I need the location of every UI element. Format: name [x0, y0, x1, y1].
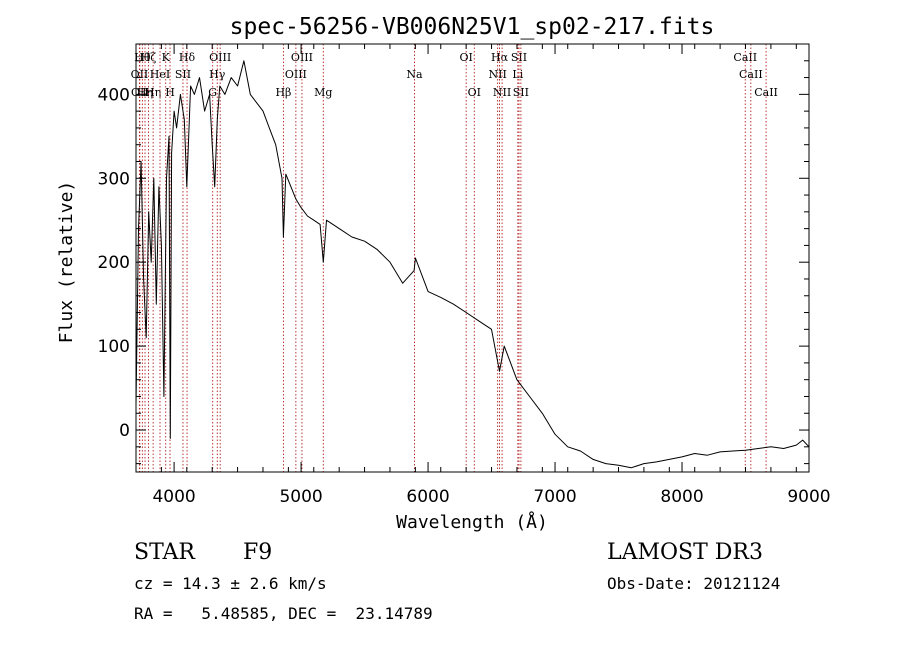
marker-label: SII — [513, 86, 529, 99]
chart-title: spec-56256-VB006N25V1_sp02-217.fits — [230, 14, 715, 40]
y-tick-label: 300 — [98, 169, 130, 189]
marker-label: OIII — [285, 68, 307, 81]
series-line-spectrum — [135, 60, 810, 469]
redshift-velocity: cz = 14.3 ± 2.6 km/s — [134, 574, 327, 593]
y-tick-label: 400 — [98, 85, 130, 105]
marker-label: OIII — [209, 51, 231, 64]
marker-label: CaII — [739, 68, 763, 81]
x-tick-label: 8000 — [660, 487, 703, 507]
spectrum-series — [135, 60, 810, 469]
marker-label: Na — [406, 68, 423, 81]
marker-label: OIII — [291, 51, 313, 64]
x-tick-label: 9000 — [787, 487, 830, 507]
y-tick-label: 0 — [119, 421, 130, 441]
y-axis-label: Flux (relative) — [56, 181, 77, 344]
marker-label: Hη — [137, 86, 153, 99]
x-tick-label: 6000 — [406, 487, 449, 507]
marker-label: H — [165, 86, 175, 99]
y-axis: 0 100 200 300 400 — [98, 43, 809, 465]
marker-label: Hδ — [179, 51, 196, 64]
object-class: STAR — [134, 540, 195, 565]
marker-label: Mg — [314, 86, 332, 99]
marker-label: CaII — [733, 51, 757, 64]
y-tick-label: 200 — [98, 253, 130, 273]
marker-label: Hα — [491, 51, 509, 64]
marker-label: Hη — [145, 86, 161, 99]
y-tick-label: 100 — [98, 337, 130, 357]
x-tick-label: 4000 — [152, 487, 195, 507]
marker-label: NII — [493, 86, 511, 99]
spectrum-chart: spec-56256-VB006N25V1_sp02-217.fits OII O… — [56, 14, 831, 533]
marker-label: K — [162, 51, 171, 64]
marker-label: OII — [131, 68, 149, 81]
observation-date: Obs-Date: 20121124 — [607, 574, 781, 593]
marker-label: SII — [511, 51, 527, 64]
marker-label: NII — [488, 68, 506, 81]
marker-label: HeI — [150, 68, 170, 81]
emission-line-markers: OIIOIIHθHηHζHηHeIKHSIIHδGHγOIIIHβOIIIOII… — [131, 44, 778, 472]
survey-name: LAMOST DR3 — [607, 540, 763, 565]
marker-label: Hβ — [275, 86, 291, 99]
x-tick-label: 5000 — [279, 487, 322, 507]
marker-label: SII — [175, 68, 191, 81]
marker-label: CaII — [754, 86, 778, 99]
object-subclass: F9 — [243, 540, 273, 565]
x-tick-label: 7000 — [533, 487, 576, 507]
marker-label: Li — [512, 68, 523, 81]
marker-label: Hγ — [209, 68, 226, 81]
marker-label: OI — [459, 51, 472, 64]
plot-frame — [135, 43, 810, 473]
marker-label: G — [208, 86, 217, 99]
x-axis-label: Wavelength (Å) — [396, 511, 548, 533]
x-axis: 4000 5000 6000 7000 8000 9000 — [135, 44, 831, 507]
coordinates: RA = 5.48585, DEC = 23.14789 — [134, 604, 433, 623]
marker-label: OII — [131, 86, 149, 99]
marker-label: OI — [468, 86, 481, 99]
marker-label: Hζ — [141, 51, 157, 64]
